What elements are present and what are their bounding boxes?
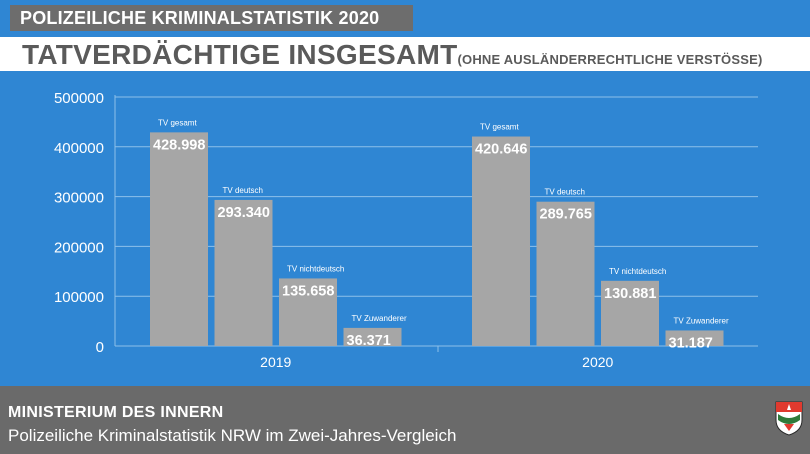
bar (214, 199, 273, 346)
bar (150, 132, 208, 346)
bar (601, 280, 659, 346)
bar (536, 201, 595, 346)
bar-category-label: TV Zuwanderer (674, 316, 729, 325)
bar-category-label: TV Zuwanderer (352, 314, 407, 323)
footer-title: MINISTERIUM DES INNERN (8, 404, 224, 421)
headline-subtext: (OHNE AUSLÄNDERRECHTLICHE VERSTÖSSE) (457, 52, 763, 67)
y-tick-label: 0 (96, 339, 104, 356)
bar-value-label: 293.340 (218, 205, 270, 221)
bar-value-label: 135.658 (282, 283, 334, 299)
headline-bar: TATVERDÄCHTIGE INSGESAMT(OHNE AUSLÄNDERR… (0, 37, 810, 71)
bar-category-label: TV nichtdeutsch (287, 264, 344, 273)
bar (343, 327, 402, 346)
headline-main: TATVERDÄCHTIGE INSGESAMT (22, 39, 458, 70)
bar-value-label: 428.998 (153, 137, 205, 153)
bar-value-label: 420.646 (475, 142, 527, 158)
x-group-label: 2020 (582, 354, 613, 370)
bar-value-label: 130.881 (604, 286, 656, 302)
y-tick-label: 200000 (54, 239, 104, 256)
bar (665, 330, 724, 346)
bar-value-label: 36.371 (347, 333, 391, 349)
y-tick-label: 400000 (54, 140, 104, 157)
footer-subtitle: Polizeiliche Kriminalstatistik NRW im Zw… (8, 426, 457, 445)
bar (472, 136, 530, 346)
nrw-coat-of-arms-icon (775, 401, 803, 436)
bar-value-label: 289.765 (540, 207, 592, 223)
bar-value-label: 31.187 (669, 335, 713, 351)
headline: TATVERDÄCHTIGE INSGESAMT(OHNE AUSLÄNDERR… (22, 38, 763, 77)
y-tick-label: 100000 (54, 289, 104, 306)
x-group-label: 2019 (260, 354, 291, 370)
y-tick-label: 300000 (54, 190, 104, 207)
bar-category-label: TV nichtdeutsch (609, 267, 666, 276)
bar (279, 278, 337, 346)
bar-chart: 500000 400000 300000 200000 100000 0 TV gesamt… (54, 90, 758, 370)
footer: MINISTERIUM DES INNERN Polizeiliche Krim… (0, 386, 810, 454)
bar-category-label: TV deutsch (223, 186, 263, 195)
bar-category-label: TV deutsch (545, 188, 585, 197)
bar-category-label: TV gesamt (158, 118, 197, 127)
y-tick-label: 500000 (54, 90, 104, 107)
top-banner: POLIZEILICHE KRIMINALSTATISTIK 2020 (0, 0, 810, 40)
statistic-tag: POLIZEILICHE KRIMINALSTATISTIK 2020 (10, 5, 413, 31)
bar-category-label: TV gesamt (480, 123, 519, 132)
